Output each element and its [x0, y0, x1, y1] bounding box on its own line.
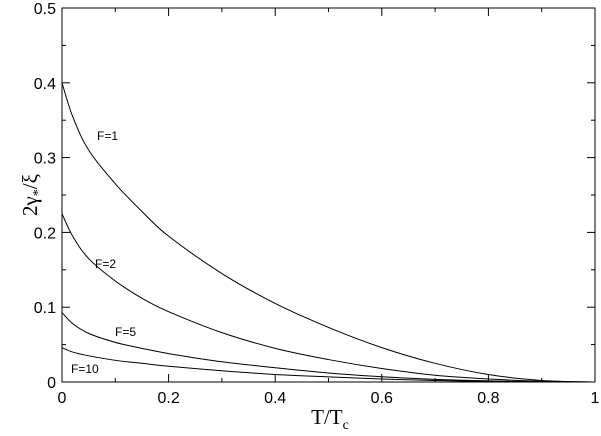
series-line-1: [61, 82, 596, 383]
series-label-4: F=10: [71, 362, 99, 376]
series-line-2: [61, 213, 596, 383]
y-tick-label: 0.2: [34, 225, 56, 242]
y-tick-label: 0: [47, 375, 56, 392]
y-tick-label: 0.4: [34, 76, 56, 93]
series-label-2: F=2: [95, 257, 116, 271]
x-tick-label: 1: [591, 390, 600, 407]
ticks-layer: 0 0.2 0.4 0.6 0.8 1 0 0.1 0.2 0.3 0.4 0.5: [34, 1, 600, 407]
series-line-3: [61, 312, 596, 383]
y-tick-label: 0.3: [34, 151, 56, 168]
curves-layer: [61, 82, 596, 383]
x-tick-label: 0.4: [264, 390, 286, 407]
x-axis-title: T/Tc: [311, 405, 349, 433]
series-label-3: F=5: [115, 325, 136, 339]
plot-frame: [61, 7, 596, 383]
x-tick-label: 0.2: [157, 390, 179, 407]
series-label-1: F=1: [97, 129, 118, 143]
x-tick-label: 0.6: [371, 390, 393, 407]
y-tick-label: 0.1: [34, 300, 56, 317]
x-tick-label: 0: [58, 390, 67, 407]
y-axis-title: 2γ*/ξ: [18, 174, 46, 216]
series-labels-layer: F=1 F=2 F=5 F=10: [71, 129, 136, 376]
x-tick-label: 0.8: [477, 390, 499, 407]
y-tick-label: 0.5: [34, 1, 56, 18]
series-line-4: [61, 347, 596, 383]
